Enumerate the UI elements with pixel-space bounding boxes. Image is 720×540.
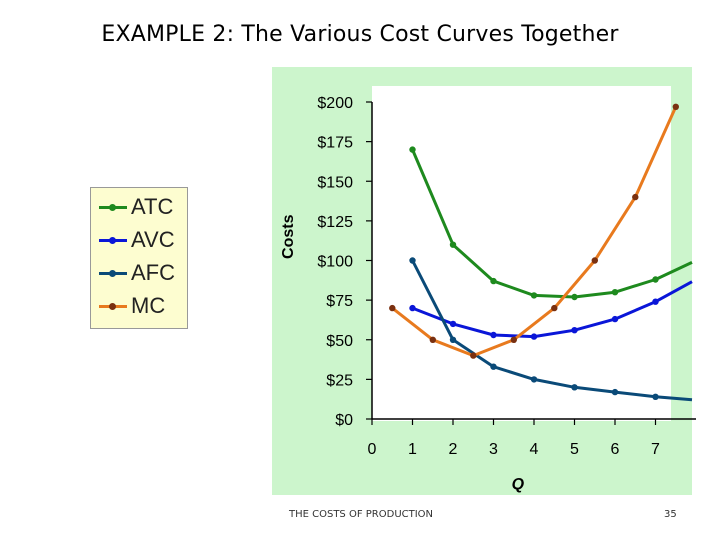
mc-data-point [591, 257, 598, 264]
x-tick-label: 2 [449, 441, 458, 458]
y-axis-title: Costs [280, 214, 297, 259]
avc-data-point [409, 304, 416, 312]
mc-data-point [632, 193, 639, 201]
mc-data-point [551, 304, 558, 312]
x-tick-label: 7 [651, 441, 660, 458]
y-tick-label: $75 [326, 293, 353, 310]
atc-data-point [611, 289, 619, 296]
x-tick-label: 3 [489, 441, 498, 458]
afc-data-point [652, 393, 659, 400]
y-tick-label: $25 [326, 372, 353, 389]
avc-data-point [449, 320, 457, 328]
afc-data-point [490, 363, 497, 370]
atc-data-point [652, 276, 659, 283]
page-number: 35 [664, 509, 677, 520]
legend-item-afc: AFC [91, 258, 187, 288]
afc-data-point [409, 257, 416, 264]
afc-data-point [449, 336, 457, 343]
x-axis-title: Q [512, 476, 525, 493]
afc-marker-icon [109, 270, 116, 277]
x-tick-label: 5 [570, 441, 579, 458]
x-tick-label: 0 [368, 441, 377, 458]
afc-series-line [411, 259, 693, 402]
y-tick-label: $0 [335, 412, 353, 429]
avc-data-point [571, 327, 578, 334]
y-tick-label: $175 [317, 135, 353, 152]
x-tick-label: 1 [408, 441, 417, 458]
y-tick-label: $100 [317, 254, 353, 271]
atc-data-point [449, 241, 457, 248]
atc-data-point [490, 277, 497, 285]
avc-marker-icon [109, 237, 116, 244]
atc-data-point [530, 292, 538, 299]
atc-data-point [409, 146, 416, 153]
atc-marker-icon [109, 204, 116, 211]
afc-data-point [611, 388, 619, 396]
legend-item-mc: MC [91, 291, 187, 321]
chart-legend: ATC AVC AFC MC [90, 187, 188, 329]
atc-series-line [411, 149, 693, 299]
footer-text: THE COSTS OF PRODUCTION [289, 509, 434, 520]
y-tick-label: $125 [317, 214, 353, 231]
afc-data-point [530, 376, 538, 383]
mc-data-point [389, 304, 396, 312]
y-tick-label: $150 [317, 174, 353, 191]
legend-item-atc: ATC [91, 192, 187, 222]
plot-area [372, 86, 671, 421]
legend-label-afc: AFC [131, 260, 175, 285]
avc-data-point [530, 333, 538, 340]
legend-label-atc: ATC [131, 194, 174, 219]
x-tick-label: 4 [530, 441, 539, 458]
legend-item-avc: AVC [91, 225, 187, 255]
x-tick-label: 6 [611, 441, 620, 458]
mc-data-point [510, 336, 517, 343]
avc-series-line [411, 280, 693, 339]
atc-data-point [571, 293, 578, 301]
mc-marker-icon [109, 303, 116, 310]
avc-data-point [611, 315, 619, 323]
slide-title: EXAMPLE 2: The Various Cost Curves Toget… [101, 22, 619, 47]
legend-label-avc: AVC [131, 227, 175, 252]
legend-label-mc: MC [131, 293, 166, 318]
avc-data-point [652, 298, 659, 305]
mc-data-point [470, 352, 477, 359]
afc-data-point [571, 384, 578, 391]
avc-data-point [490, 331, 497, 339]
mc-series-line [391, 106, 678, 358]
mc-data-point [429, 336, 436, 343]
mc-data-point [672, 103, 679, 111]
y-tick-label: $50 [326, 333, 353, 350]
y-tick-label: $200 [317, 95, 353, 112]
